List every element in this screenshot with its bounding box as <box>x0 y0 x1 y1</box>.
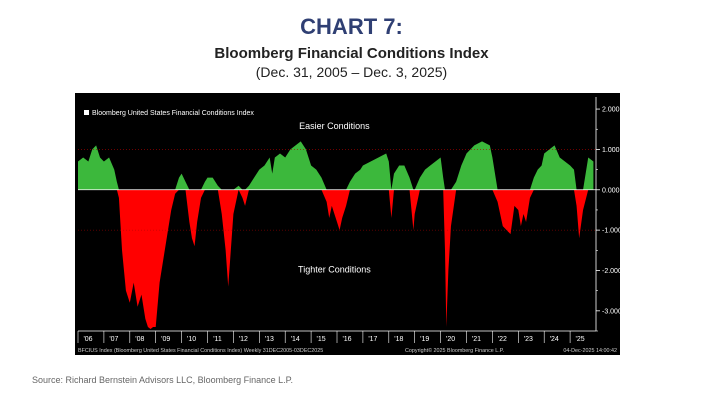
series-area-positive <box>78 141 594 190</box>
x-tick-label: '20 <box>446 336 455 343</box>
x-tick-label: '15 <box>317 336 326 343</box>
x-tick-label: '10 <box>187 336 196 343</box>
x-tick-label: '16 <box>342 336 351 343</box>
plot-layer <box>78 141 594 329</box>
chart-number: CHART 7: <box>300 14 403 39</box>
x-tick-label: '19 <box>420 336 429 343</box>
x-tick-label: '11 <box>213 336 222 343</box>
x-tick-label: '08 <box>135 336 144 343</box>
x-tick-label: '14 <box>291 336 300 343</box>
grid-layer <box>78 149 596 231</box>
legend-swatch <box>84 110 89 115</box>
y-tick-label: -1.000 <box>602 228 620 235</box>
x-tick-label: '17 <box>368 336 377 343</box>
y-tick-label: 0.000 <box>602 187 620 194</box>
x-tick-label: '07 <box>109 336 118 343</box>
axis-layer: 2.000 1.000 0.000 -1.000 -2.000 -3.000 '06 '07 '… <box>77 97 620 343</box>
y-tick-label: -3.000 <box>602 308 620 315</box>
x-tick-label: '06 <box>83 336 92 343</box>
x-tick-label: '13 <box>265 336 274 343</box>
source-note: Source: Richard Bernstein Advisors LLC, … <box>32 375 293 385</box>
y-tick-label: -2.000 <box>602 268 620 275</box>
chart-title: Bloomberg Financial Conditions Index <box>214 45 489 62</box>
footer-right: 04-Dec-2025 14:00:42 <box>563 348 617 354</box>
y-tick-label: 2.000 <box>602 107 620 114</box>
legend-label: Bloomberg United States Financial Condit… <box>92 110 254 117</box>
annotation-tighter-conditions: Tighter Conditions <box>298 264 371 274</box>
x-tick-label: '12 <box>239 336 248 343</box>
bloomberg-chart-panel: 2.000 1.000 0.000 -1.000 -2.000 -3.000 '06 '07 '… <box>75 93 620 355</box>
footer-center: Copyright© 2025 Bloomberg Finance L.P. <box>405 347 504 354</box>
y-tick-label: 1.000 <box>602 147 620 154</box>
x-tick-label: '22 <box>498 336 507 343</box>
x-tick-label: '21 <box>472 336 481 343</box>
x-tick-label: '25 <box>576 336 585 343</box>
x-tick-label: '18 <box>394 336 403 343</box>
x-tick-label: '09 <box>161 336 170 343</box>
series-area-negative <box>78 189 594 329</box>
footer-left: BFCIUS Index (Bloomberg United States Fi… <box>78 348 323 354</box>
annotation-easier-conditions: Easier Conditions <box>299 121 370 131</box>
x-tick-label: '23 <box>524 336 533 343</box>
x-tick-label: '24 <box>550 336 559 343</box>
chart-date-range: (Dec. 31, 2005 – Dec. 3, 2025) <box>255 64 448 80</box>
